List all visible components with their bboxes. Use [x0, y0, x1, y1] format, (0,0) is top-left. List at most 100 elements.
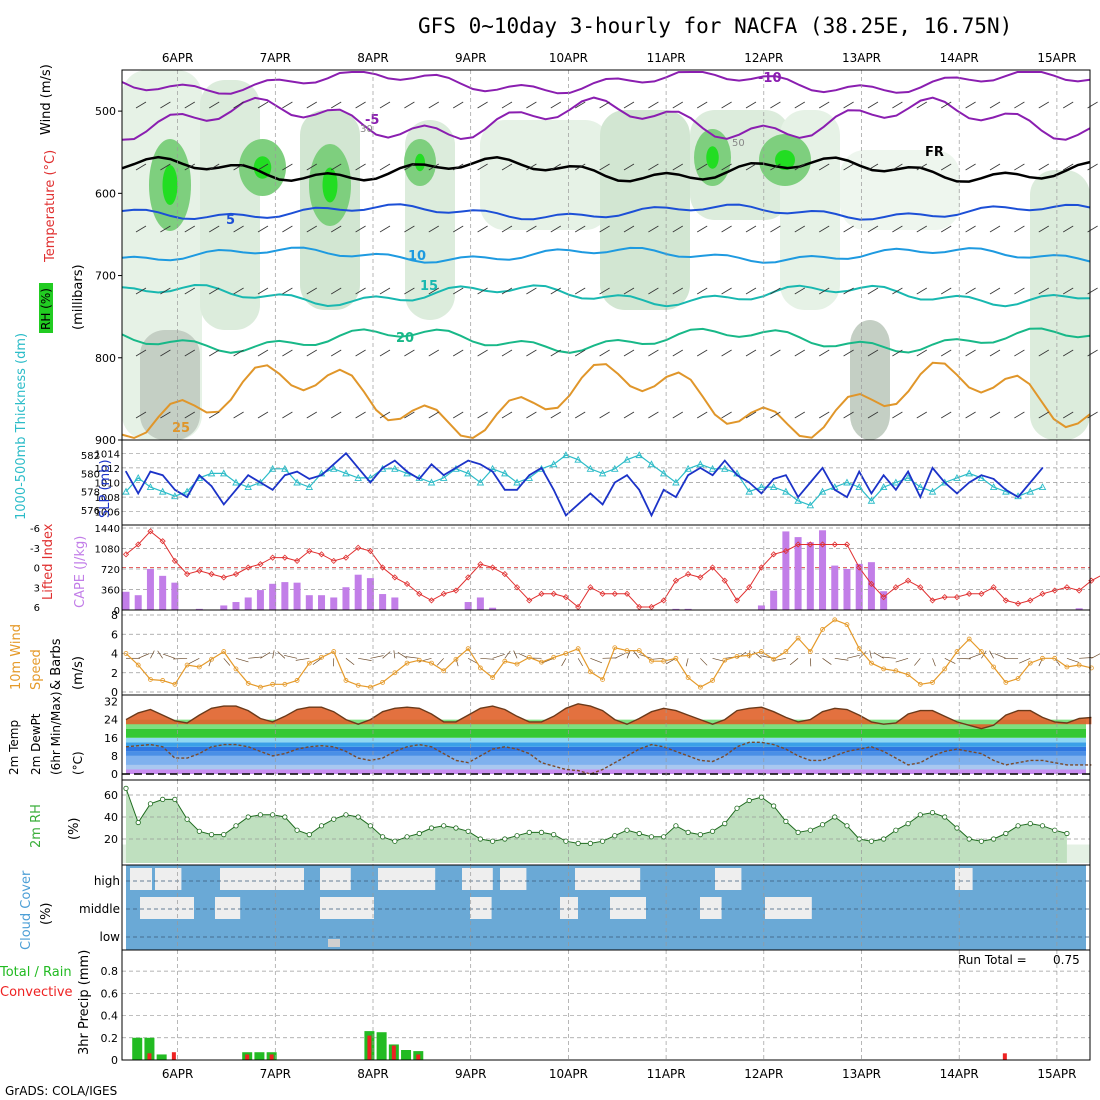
- upper-wind-barb: [208, 225, 220, 233]
- temperature-axis-label: (°C): [71, 751, 85, 775]
- rh-shade-8: [840, 150, 960, 230]
- date-label-top: 12APR: [744, 51, 783, 65]
- upper-wind-barb: [867, 225, 879, 233]
- lifted-index-point: [220, 574, 227, 581]
- thickness-point: [843, 478, 851, 486]
- cloud-axis-label: Cloud Cover: [19, 870, 34, 950]
- date-label-top: 8APR: [357, 51, 388, 65]
- wind-barb: [685, 658, 689, 667]
- date-label-bottom: 11APR: [647, 1067, 686, 1081]
- rh-point: [587, 840, 593, 847]
- rh-core-2: [322, 167, 338, 203]
- wind-speed-point: [282, 681, 288, 687]
- rh-point: [233, 823, 239, 829]
- wind-barb: [633, 650, 640, 659]
- upper-wind-barb: [330, 349, 342, 357]
- lifted-index-point: [342, 554, 350, 561]
- upper-wind-barb: [965, 163, 976, 171]
- rh-point: [367, 823, 373, 829]
- upper-wind-barb: [282, 101, 293, 109]
- wind-barb: [173, 657, 188, 660]
- wind-axis-label: 10m Wind: [9, 624, 24, 690]
- slp-point: [1017, 496, 1019, 498]
- upper-wind-barb: [965, 349, 976, 357]
- upper-wind-barb: [843, 101, 854, 109]
- date-label-top: 10APR: [549, 51, 588, 65]
- upper-wind-barb: [428, 101, 440, 109]
- slp-point: [968, 481, 970, 484]
- temperature-axis-label: (6hr Min/Max): [49, 692, 63, 776]
- wind-barb: [1079, 657, 1094, 659]
- precip-conv-bar: [416, 1054, 421, 1060]
- wind-speed-point: [661, 658, 667, 664]
- wind-barb: [393, 650, 396, 659]
- wind-speed-point: [734, 653, 740, 659]
- date-label-bottom: 8APR: [357, 1067, 388, 1081]
- thickness-point: [464, 469, 472, 477]
- lifted-index-point: [978, 590, 985, 597]
- upper-wind-barb: [843, 411, 854, 419]
- upper-wind-barb: [843, 163, 854, 171]
- cape-bar: [379, 594, 387, 610]
- rh-point: [221, 831, 227, 838]
- upper-wind-barb: [696, 287, 708, 295]
- lifted-index-point: [1063, 584, 1071, 591]
- rh-point: [1027, 820, 1033, 827]
- upper-wind-barb: [208, 163, 220, 171]
- slp-point: [161, 474, 164, 477]
- pressure-tick-label: 900: [95, 434, 116, 447]
- upper-wind-barb: [428, 163, 440, 171]
- rh-point: [624, 827, 630, 833]
- upper-wind-barb: [428, 225, 440, 233]
- lifted-index-point: [452, 587, 460, 594]
- temperature-band: [126, 746, 1086, 752]
- isotherm-label: 15: [420, 279, 438, 294]
- upper-wind-barb: [355, 411, 366, 419]
- thickness-point: [244, 483, 252, 491]
- rh-point: [893, 827, 899, 833]
- rh-point: [135, 819, 141, 826]
- rh-point: [1003, 830, 1009, 837]
- upper-wind-barb: [965, 287, 976, 295]
- date-label-top: 11APR: [647, 51, 686, 65]
- lifted-index-point: [501, 571, 508, 578]
- upper-wind-barb: [404, 349, 415, 357]
- thickness-point: [684, 464, 692, 472]
- upper-wind-barb: [672, 101, 684, 109]
- wind-speed-point: [881, 666, 887, 672]
- upper-wind-barb: [330, 163, 342, 171]
- wind-barb: [914, 658, 921, 666]
- upper-wind-barb: [623, 287, 635, 295]
- cape-bar: [366, 578, 374, 610]
- wind-speed-point: [600, 677, 605, 682]
- cape-bar: [305, 595, 313, 610]
- wind-speed-point: [209, 656, 214, 662]
- upper-wind-barb: [477, 163, 488, 171]
- upper-wind-barb: [1087, 163, 1098, 171]
- upper-wind-barb: [672, 411, 684, 419]
- upper-wind-barb: [989, 287, 1001, 295]
- cape-bar: [244, 597, 252, 610]
- rh-point: [551, 831, 557, 838]
- slp-point: [149, 470, 152, 473]
- precip-tick-label: 0.6: [101, 987, 119, 1000]
- wind-axis-label: Speed: [29, 649, 44, 690]
- upper-wind-barb: [867, 411, 879, 419]
- upper-wind-barb: [330, 225, 342, 233]
- upper-wind-barb: [452, 163, 464, 171]
- rh-point: [453, 825, 459, 831]
- rh-point: [917, 812, 923, 818]
- temperature-line: [125, 703, 1092, 730]
- upper-wind-barb: [282, 287, 293, 295]
- rh-axis-label: RH (%): [39, 288, 53, 330]
- slp-point: [809, 481, 812, 484]
- slp-point: [565, 514, 567, 517]
- wind-speed-point: [526, 654, 532, 660]
- wind-speed-point: [172, 681, 178, 687]
- thickness-point: [598, 469, 607, 477]
- slp-point: [895, 489, 897, 491]
- thickness-point: [757, 483, 766, 491]
- slp-point: [235, 489, 237, 491]
- upper-wind-barb: [257, 287, 269, 295]
- upper-wind-barb: [794, 349, 806, 357]
